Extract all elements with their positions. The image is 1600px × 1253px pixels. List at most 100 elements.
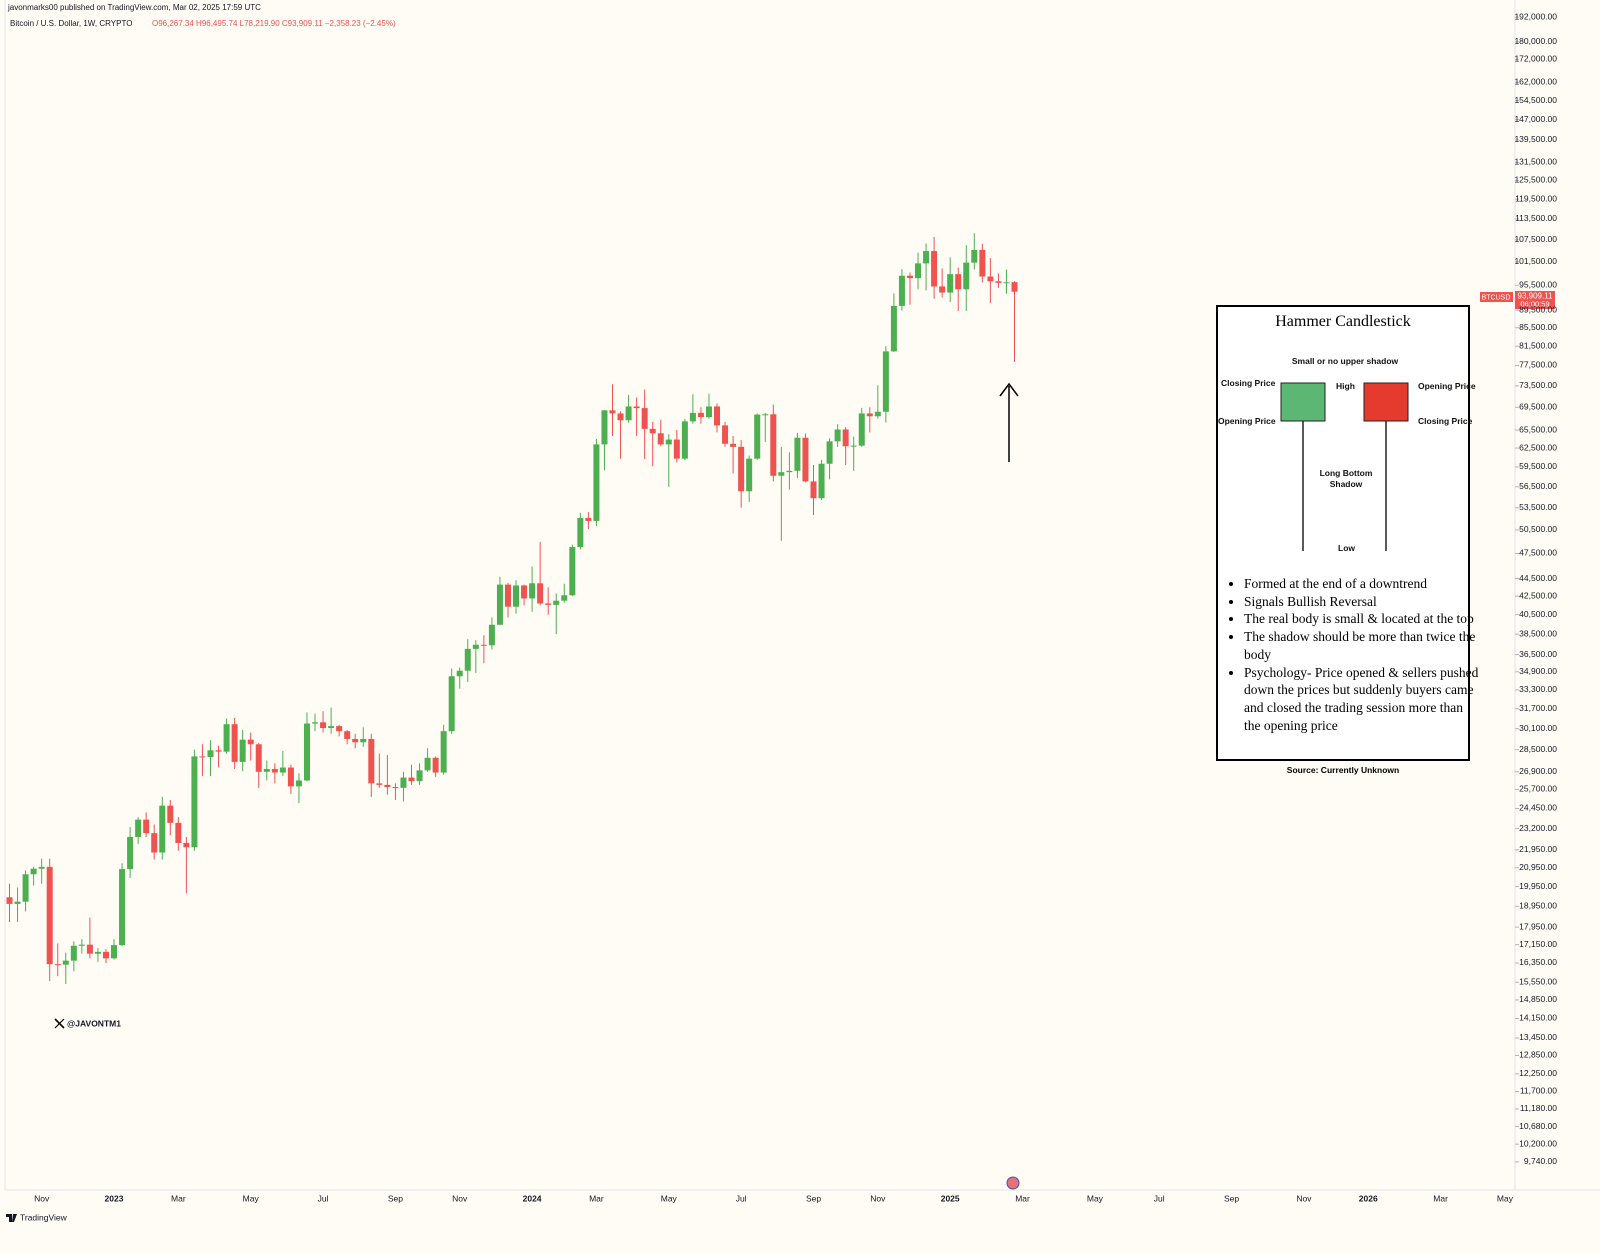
candle-body [697, 412, 704, 418]
y-tick-label: 10,680.00 [1519, 1121, 1557, 1131]
x-tick-label: 2026 [1359, 1193, 1378, 1203]
red-body [1363, 382, 1409, 422]
candle-body [529, 583, 536, 599]
candle-body [151, 833, 158, 853]
x-tick-label: Mar [1433, 1193, 1448, 1203]
candle-body [561, 595, 568, 601]
candle-body [167, 805, 174, 823]
y-tick-label: 12,250.00 [1519, 1068, 1557, 1078]
candle-body [593, 444, 600, 521]
ticker-label: BTCUSD [1482, 294, 1511, 301]
x-tick-label: Sep [388, 1193, 403, 1203]
candle-body [480, 644, 487, 646]
y-tick-label: 81,500.00 [1519, 340, 1557, 350]
candle-body [448, 676, 455, 732]
candle-body [303, 723, 310, 781]
candle-body [464, 648, 471, 671]
candles [6, 233, 1018, 984]
y-tick-label: 44,500.00 [1519, 573, 1557, 583]
candle-body [1003, 282, 1010, 284]
y-tick-label: 36,500.00 [1519, 649, 1557, 659]
candle-body [858, 413, 865, 446]
candle-body [810, 481, 817, 499]
candle-body [898, 275, 905, 306]
candle-body [754, 414, 761, 459]
candle-body [199, 756, 206, 758]
candle-body [496, 584, 503, 625]
candle-body [408, 777, 415, 782]
x-tick-label: Sep [806, 1193, 821, 1203]
candle-body [38, 866, 45, 869]
y-tick-label: 69,500.00 [1519, 402, 1557, 412]
y-tick-label: 38,500.00 [1519, 628, 1557, 638]
y-tick-label: 21,950.00 [1519, 844, 1557, 854]
published-line: javonmarks00 published on TradingView.co… [7, 3, 261, 12]
candle-body [320, 722, 327, 728]
candle-body [360, 738, 367, 743]
inset-label: Closing Price [1418, 416, 1473, 426]
y-tick-label: 28,500.00 [1519, 744, 1557, 754]
candle-body [818, 463, 825, 499]
y-tick-label: 147,000.00 [1514, 114, 1557, 124]
candle-body [617, 413, 624, 421]
y-tick-label: 10,200.00 [1519, 1138, 1557, 1148]
x-tick-label: May [661, 1193, 678, 1203]
candle-body [746, 458, 753, 492]
candle-body [312, 722, 319, 724]
candle-body [344, 731, 351, 739]
candle-body [1011, 282, 1018, 292]
candle-body [585, 517, 592, 521]
bullet: The shadow should be more than twice the… [1244, 628, 1482, 663]
y-tick-label: 14,850.00 [1519, 994, 1557, 1004]
y-tick-label: 85,500.00 [1519, 322, 1557, 332]
bullet: The real body is small & located at the … [1244, 610, 1482, 628]
x-logo [54, 1018, 65, 1029]
candle-body [159, 805, 166, 853]
candle-body [22, 874, 29, 902]
y-tick-label: 9,740.00 [1524, 1156, 1557, 1166]
candle-body [665, 439, 672, 445]
hammer-diagram [1280, 382, 1409, 551]
y-tick-label: 26,900.00 [1519, 766, 1557, 776]
candle-body [287, 767, 294, 787]
candle-body [135, 819, 142, 837]
y-tick-label: 89,500.00 [1519, 304, 1557, 314]
candle-body [915, 263, 922, 279]
price-label: 93,909.11 [1518, 292, 1554, 301]
candle-body [826, 441, 833, 464]
candle-body [995, 281, 1002, 283]
y-tick-label: 30,100.00 [1519, 723, 1557, 733]
candle-body [78, 944, 85, 946]
candle-body [762, 414, 769, 416]
x-tick-label: Sep [1224, 1193, 1239, 1203]
candle-body [328, 726, 335, 728]
inset-label: Long Bottom Shadow [1319, 468, 1373, 489]
y-tick-label: 47,500.00 [1519, 548, 1557, 558]
inset-label: Opening Price [1418, 381, 1476, 391]
y-tick-label: 65,500.00 [1519, 424, 1557, 434]
y-tick-label: 33,300.00 [1519, 684, 1557, 694]
y-tick-label: 53,500.00 [1519, 502, 1557, 512]
candle-body [979, 249, 986, 277]
candle-body [521, 585, 528, 599]
x-tick-label: Nov [870, 1193, 886, 1203]
y-tick-label: 16,350.00 [1519, 957, 1557, 967]
candle-body [625, 406, 632, 421]
ticker-tag [1480, 292, 1513, 302]
x-tick-label: May [1087, 1193, 1104, 1203]
candle-body [673, 439, 680, 459]
candle-body [368, 738, 375, 784]
bullet-list: Formed at the end of a downtrendSignals … [1228, 575, 1482, 734]
candle-body [207, 750, 214, 758]
ohlc-label: O96,267.34 H96,495.74 L78,219.90 C93,909… [152, 19, 396, 28]
candle-body [842, 429, 849, 447]
candle-body [802, 437, 809, 482]
y-tick-label: 13,450.00 [1519, 1032, 1557, 1042]
y-tick-label: 131,500.00 [1514, 157, 1557, 167]
y-tick-label: 56,500.00 [1519, 481, 1557, 491]
candle-body [456, 670, 463, 677]
y-tick-label: 59,500.00 [1519, 461, 1557, 471]
tv-logo [6, 1214, 17, 1222]
candle-body [794, 437, 801, 471]
